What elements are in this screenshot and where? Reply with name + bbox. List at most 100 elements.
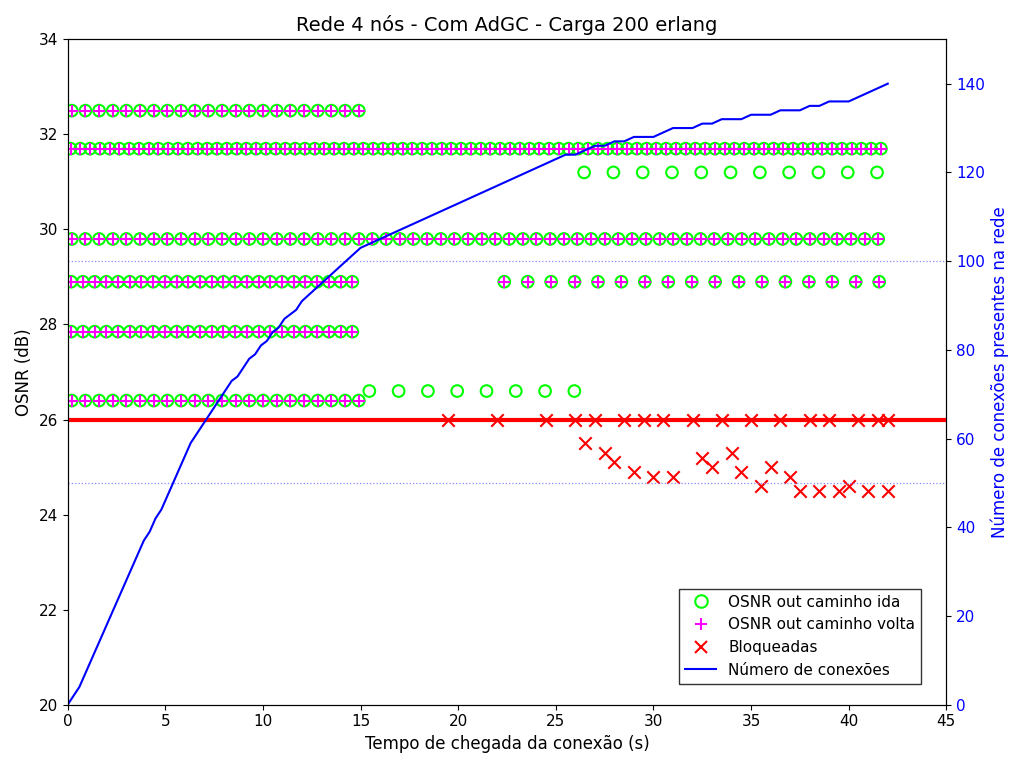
Point bbox=[121, 143, 137, 155]
OSNR out caminho ida bbox=[104, 104, 121, 117]
Point bbox=[98, 276, 115, 288]
Point bbox=[824, 276, 841, 288]
Point bbox=[215, 326, 231, 338]
Point bbox=[189, 143, 206, 155]
Point bbox=[248, 143, 264, 155]
Point bbox=[186, 233, 203, 245]
Point bbox=[239, 276, 255, 288]
Point bbox=[502, 143, 518, 155]
Point bbox=[168, 276, 184, 288]
Point bbox=[722, 166, 738, 178]
OSNR out caminho volta bbox=[242, 104, 258, 117]
Point bbox=[262, 326, 279, 338]
Point bbox=[730, 276, 746, 288]
Point bbox=[180, 276, 197, 288]
Point bbox=[350, 395, 367, 407]
Point bbox=[104, 233, 121, 245]
Point bbox=[101, 143, 118, 155]
Point bbox=[733, 233, 750, 245]
OSNR out caminho ida bbox=[227, 104, 244, 117]
Point bbox=[214, 233, 230, 245]
Point bbox=[648, 143, 665, 155]
OSNR out caminho ida bbox=[91, 104, 108, 117]
Point bbox=[180, 326, 197, 338]
Point bbox=[91, 395, 108, 407]
Point bbox=[629, 143, 645, 155]
Point bbox=[118, 233, 134, 245]
Point bbox=[361, 385, 378, 397]
Point bbox=[273, 276, 290, 288]
Point bbox=[815, 233, 831, 245]
Point bbox=[273, 276, 290, 288]
Point bbox=[255, 233, 271, 245]
Point bbox=[62, 143, 79, 155]
Point bbox=[496, 276, 512, 288]
Point bbox=[168, 326, 184, 338]
Point bbox=[651, 233, 668, 245]
Point bbox=[664, 166, 680, 178]
Point bbox=[133, 276, 150, 288]
Point bbox=[337, 233, 353, 245]
Point bbox=[521, 143, 538, 155]
Point bbox=[186, 233, 203, 245]
Point bbox=[419, 233, 435, 245]
Point bbox=[638, 143, 654, 155]
Point bbox=[344, 326, 360, 338]
Point bbox=[784, 143, 801, 155]
Point bbox=[599, 143, 615, 155]
Point bbox=[824, 143, 841, 155]
OSNR out caminho volta bbox=[132, 104, 148, 117]
Point bbox=[707, 143, 723, 155]
Point bbox=[133, 276, 150, 288]
Point bbox=[723, 447, 739, 459]
Point bbox=[255, 395, 271, 407]
Point bbox=[201, 233, 217, 245]
Point bbox=[91, 233, 108, 245]
Point bbox=[521, 143, 538, 155]
Point bbox=[761, 233, 777, 245]
Point bbox=[648, 143, 665, 155]
Point bbox=[145, 233, 162, 245]
OSNR out caminho ida bbox=[337, 104, 353, 117]
OSNR out caminho volta bbox=[214, 104, 230, 117]
Point bbox=[140, 143, 157, 155]
Point bbox=[668, 143, 684, 155]
Point bbox=[179, 143, 196, 155]
Point bbox=[375, 143, 391, 155]
Point bbox=[665, 233, 681, 245]
OSNR out caminho volta bbox=[283, 104, 299, 117]
Point bbox=[746, 233, 763, 245]
Point bbox=[433, 143, 450, 155]
Point bbox=[687, 143, 703, 155]
Point bbox=[316, 143, 333, 155]
Point bbox=[110, 276, 126, 288]
Point bbox=[321, 276, 337, 288]
Point bbox=[122, 326, 138, 338]
Point bbox=[160, 395, 176, 407]
Point bbox=[186, 395, 203, 407]
Point bbox=[75, 326, 91, 338]
Point bbox=[86, 276, 102, 288]
Point bbox=[268, 395, 285, 407]
OSNR out caminho volta bbox=[104, 104, 121, 117]
Point bbox=[560, 143, 577, 155]
Point bbox=[145, 326, 162, 338]
Point bbox=[91, 395, 108, 407]
Point bbox=[707, 276, 723, 288]
Point bbox=[566, 276, 583, 288]
Point bbox=[613, 276, 630, 288]
Point bbox=[262, 326, 279, 338]
Point bbox=[337, 233, 353, 245]
Point bbox=[531, 143, 548, 155]
Point bbox=[326, 143, 342, 155]
Point bbox=[610, 233, 627, 245]
Point bbox=[853, 143, 869, 155]
Point bbox=[239, 276, 255, 288]
OSNR out caminho volta bbox=[350, 104, 367, 117]
Point bbox=[720, 233, 736, 245]
Point bbox=[239, 326, 255, 338]
Point bbox=[814, 143, 830, 155]
Point bbox=[75, 276, 91, 288]
Point bbox=[309, 326, 326, 338]
Point bbox=[829, 233, 846, 245]
